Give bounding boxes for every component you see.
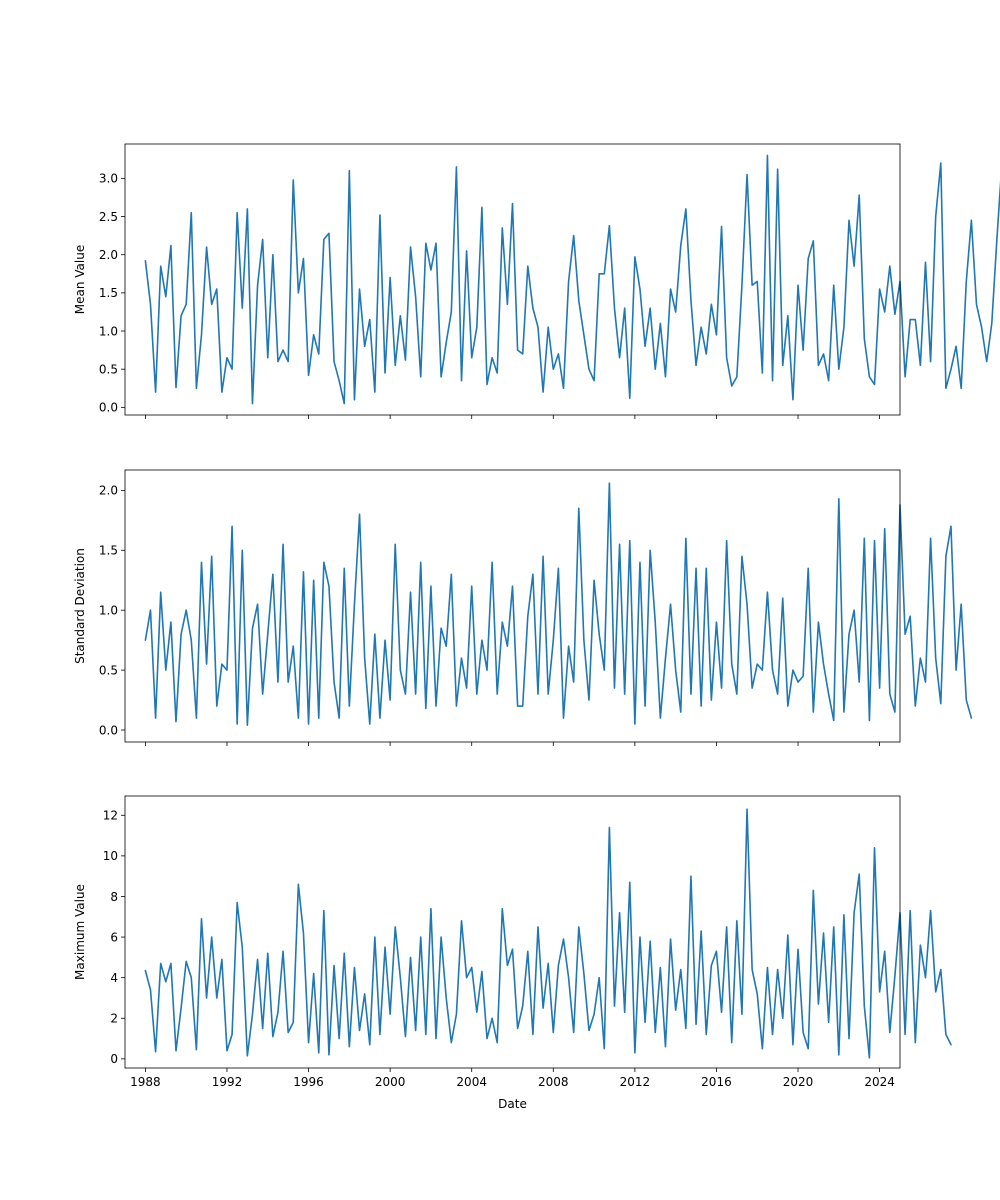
maximum-value-panel: 0 2 4 6 8 10 12 1988 1992 1996 2000 2004 2008 2012 201…	[73, 795, 952, 1111]
maximum-value-x-tick-label: 2004	[456, 1075, 487, 1089]
standard-deviation-y-tick-label: 0.0	[99, 723, 118, 737]
standard-deviation-y-tick-label: 0.5	[99, 663, 118, 677]
mean-value-y-tick-label: 1.0	[99, 324, 118, 338]
maximum-value-x-tick-label: 2016	[701, 1075, 732, 1089]
standard-deviation-panel: 0.0 0.5 1.0 1.5 2.0 Standard Deviation	[73, 469, 973, 746]
mean-value-y-axis-label: Mean Value	[73, 245, 87, 314]
maximum-value-y-tick-label: 8	[110, 890, 118, 904]
standard-deviation-y-tick-label: 1.5	[99, 544, 118, 558]
maximum-value-x-tick-label: 2012	[620, 1075, 651, 1089]
mean-value-y-tick-label: 2.5	[99, 210, 118, 224]
maximum-value-y-axis-label: Maximum Value	[73, 884, 87, 980]
maximum-value-axes-frame	[124, 795, 901, 1069]
maximum-value-x-tick-label: 1988	[130, 1075, 161, 1089]
mean-value-y-tick-label: 2.0	[99, 248, 118, 262]
maximum-value-series-line	[144, 808, 952, 1059]
maximum-value-y-tick-label: 4	[110, 971, 118, 985]
mean-value-y-tick-label: 3.0	[99, 172, 118, 186]
standard-deviation-axes-frame	[124, 469, 901, 743]
mean-value-y-tick-label: 0.0	[99, 401, 118, 415]
maximum-value-x-tick-label: 1996	[293, 1075, 324, 1089]
maximum-value-x-tick-label: 1992	[212, 1075, 243, 1089]
mean-value-panel: 0.0 0.5 1.0 1.5 2.0 2.5 3.0 Mean Value	[73, 143, 1000, 419]
mean-value-axes-frame	[124, 143, 901, 416]
mean-value-y-tick-label: 1.5	[99, 286, 118, 300]
maximum-value-y-tick-label: 10	[103, 849, 118, 863]
mean-value-y-tick-label: 0.5	[99, 362, 118, 376]
maximum-value-x-axis-label: Date	[498, 1097, 527, 1111]
maximum-value-x-tick-label: 2008	[538, 1075, 569, 1089]
standard-deviation-y-tick-label: 1.0	[99, 603, 118, 617]
mean-value-series-line	[144, 154, 1000, 405]
maximum-value-x-tick-label: 2000	[375, 1075, 406, 1089]
maximum-value-y-tick-label: 2	[110, 1012, 118, 1026]
maximum-value-y-tick-label: 6	[110, 930, 118, 944]
standard-deviation-series-line	[144, 482, 973, 727]
maximum-value-x-tick-label: 2020	[783, 1075, 814, 1089]
maximum-value-y-tick-label: 0	[110, 1052, 118, 1066]
maximum-value-y-tick-label: 12	[103, 809, 118, 823]
standard-deviation-y-tick-label: 2.0	[99, 484, 118, 498]
standard-deviation-y-axis-label: Standard Deviation	[73, 548, 87, 664]
maximum-value-x-tick-label: 2024	[864, 1075, 895, 1089]
